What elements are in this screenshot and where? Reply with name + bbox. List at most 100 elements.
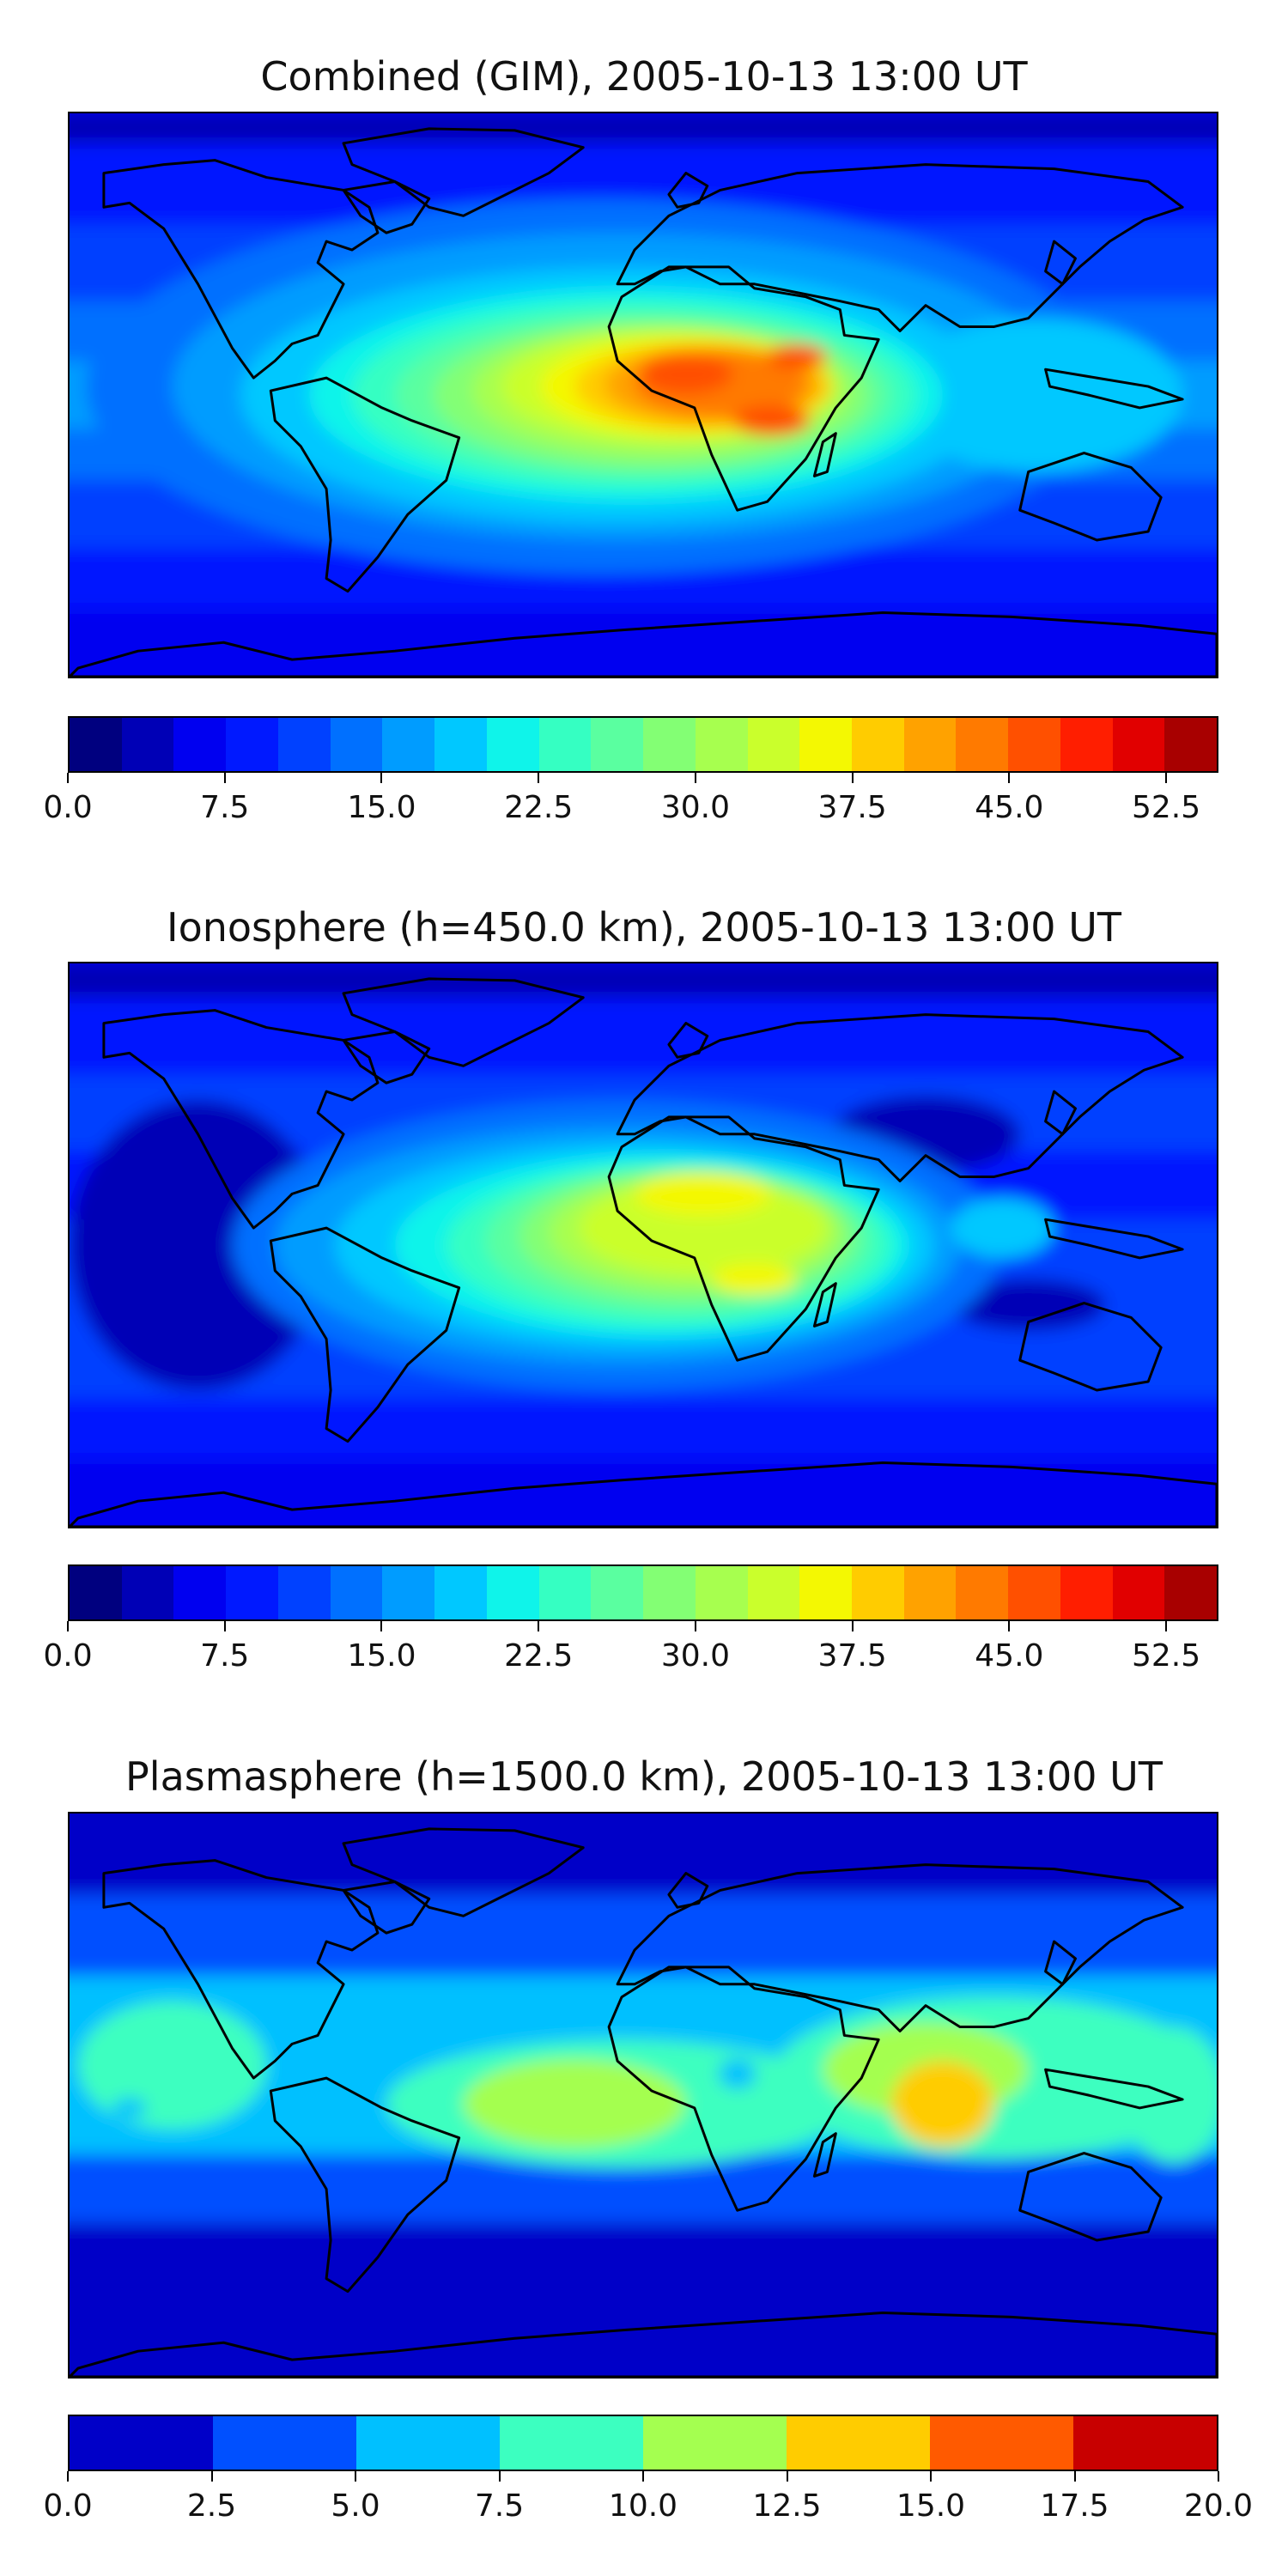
- colorbar-tick-mark: [380, 1621, 383, 1631]
- latitude-band: [70, 963, 1217, 998]
- colorbar-segment: [591, 1566, 644, 1619]
- colorbar-tick-label: 37.5: [817, 1638, 887, 1674]
- colorbar-segment: [1164, 718, 1218, 771]
- colorbar-segment: [1164, 1566, 1218, 1619]
- panel-1-title: Combined (GIM), 2005-10-13 13:00 UT: [260, 53, 1028, 100]
- colorbar-tick-mark: [538, 1621, 540, 1631]
- colorbar-tick-label: 20.0: [1183, 2488, 1254, 2524]
- colorbar-segment: [956, 718, 1009, 771]
- colorbar-segment: [277, 718, 331, 771]
- colorbar-segment: [213, 2416, 356, 2470]
- coastline: [812, 2132, 837, 2178]
- colorbar-tick-mark: [786, 2471, 788, 2482]
- coastline: [1044, 368, 1184, 410]
- latitude-band: [70, 113, 1217, 143]
- colorbar-tick-mark: [223, 773, 226, 783]
- colorbar-segment: [70, 1566, 122, 1619]
- colorbar-tick-mark: [223, 1621, 226, 1631]
- coastline: [269, 2076, 461, 2293]
- coastline: [1044, 1940, 1077, 1986]
- colorbar-segment: [121, 1566, 174, 1619]
- coastline: [102, 159, 380, 380]
- colorbar-tick-label: 7.5: [200, 1638, 250, 1674]
- colorbar-segment: [787, 2416, 930, 2470]
- contour-region: [112, 2097, 147, 2118]
- panel-1-colorbar: [68, 716, 1218, 773]
- coastline: [342, 1030, 431, 1084]
- panel-1-colorbar-ticks: 0.0 7.5 15.0 22.5 30.0 37.5 45.0 52.5: [43, 773, 1218, 833]
- colorbar-tick-label: 17.5: [1040, 2488, 1109, 2524]
- coastline: [342, 127, 585, 217]
- latitude-band: [70, 608, 1217, 677]
- contour-field: [70, 963, 1217, 1527]
- colorbar-segment: [1060, 1566, 1113, 1619]
- contour-region: [463, 2059, 686, 2148]
- colorbar-tick-mark: [1008, 773, 1011, 783]
- map3-svg: [70, 1814, 1217, 2377]
- colorbar-tick-label: 45.0: [975, 1638, 1044, 1674]
- contour-region: [639, 353, 733, 395]
- colorbar-tick-mark: [851, 1621, 854, 1631]
- colorbar-tick-label: 22.5: [504, 1638, 574, 1674]
- colorbar-segment: [226, 718, 278, 771]
- colorbar-segment: [538, 1566, 592, 1619]
- colorbar-tick-label: 12.5: [752, 2488, 822, 2524]
- colorbar-tick-mark: [1008, 1621, 1011, 1631]
- contour-region: [579, 1181, 828, 1275]
- colorbar-segment: [538, 718, 592, 771]
- colorbar-tick-mark: [1165, 1621, 1168, 1631]
- colorbar-segment: [330, 718, 383, 771]
- colorbar-tick-label: 0.0: [43, 1638, 93, 1674]
- panel-3-colorbar: [68, 2415, 1218, 2471]
- latitude-band: [70, 1398, 1217, 1459]
- colorbar-segment: [1008, 718, 1060, 771]
- colorbar-tick-label: 10.0: [608, 2488, 678, 2524]
- colorbar-tick-label: 0.0: [43, 790, 93, 825]
- colorbar-segment: [747, 1566, 800, 1619]
- latitude-band: [70, 1814, 1217, 1895]
- colorbar-tick-label: 2.5: [186, 2488, 237, 2524]
- panel-2-colorbar: [68, 1564, 1218, 1621]
- coastline: [1044, 1090, 1077, 1136]
- colorbar-segment: [277, 1566, 331, 1619]
- contour-region: [951, 1279, 1106, 1331]
- coastline: [1018, 452, 1163, 542]
- coastlines: [70, 1827, 1217, 2377]
- colorbar-tick-mark: [538, 773, 540, 783]
- colorbar-segment: [330, 1566, 383, 1619]
- colorbar-segment: [173, 718, 227, 771]
- coastline: [269, 376, 461, 593]
- colorbar-segment: [852, 1566, 904, 1619]
- coastline: [667, 172, 709, 209]
- colorbar-segment: [1073, 2416, 1217, 2470]
- colorbar-tick-label: 37.5: [817, 790, 887, 825]
- coastline: [1018, 1302, 1163, 1392]
- colorbar-segment: [121, 718, 174, 771]
- coastlines: [70, 977, 1217, 1527]
- coastline: [616, 1013, 1184, 1182]
- coastline: [667, 1022, 709, 1059]
- panel-1-map: [68, 112, 1218, 678]
- coastline: [1018, 2152, 1163, 2242]
- coastline: [70, 1461, 1217, 1527]
- coastline: [102, 1859, 380, 2080]
- colorbar-segment: [643, 718, 696, 771]
- coastline: [70, 611, 1217, 677]
- coastline: [342, 1827, 585, 1917]
- latitude-band: [70, 1894, 1217, 1976]
- colorbar-tick-mark: [851, 773, 854, 783]
- colorbar-segment: [643, 1566, 696, 1619]
- contour-region: [891, 2061, 994, 2147]
- coastline: [812, 1282, 837, 1327]
- colorbar-segment: [747, 718, 800, 771]
- colorbar-tick-mark: [642, 2471, 644, 2482]
- colorbar-segment: [852, 718, 904, 771]
- coastline: [667, 1872, 709, 1909]
- colorbar-segment: [643, 2416, 787, 2470]
- coastline: [607, 1115, 880, 1362]
- colorbar-segment: [434, 718, 487, 771]
- contour-region: [767, 343, 828, 370]
- colorbar-segment: [173, 1566, 227, 1619]
- colorbar-tick-label: 30.0: [660, 1638, 730, 1674]
- colorbar-tick-mark: [930, 2471, 932, 2482]
